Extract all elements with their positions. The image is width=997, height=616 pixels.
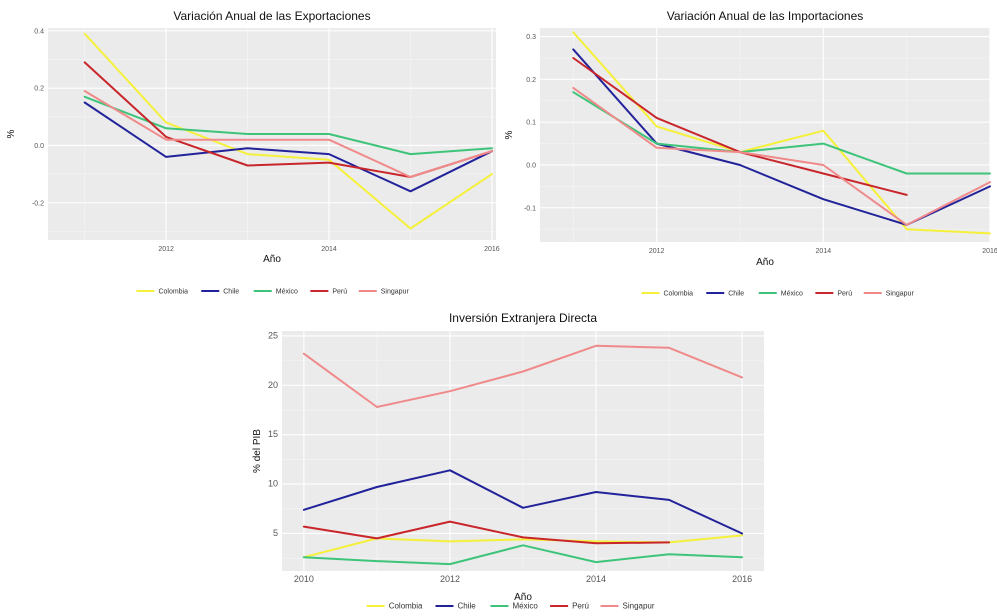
series-line-singapur xyxy=(572,86,991,226)
series-line-mxico xyxy=(83,95,493,156)
series-line-chile xyxy=(83,101,493,193)
chart-title: Variación Anual de las Exportaciones xyxy=(173,9,370,23)
x-tick-label: 2010 xyxy=(294,574,314,584)
legend-label: Singapur xyxy=(381,289,410,296)
minor-grid xyxy=(540,28,990,242)
major-grid xyxy=(282,331,764,571)
series-line-mxico xyxy=(572,91,991,175)
legend-item-per: Perú xyxy=(815,291,852,298)
legend-item-per: Perú xyxy=(550,602,589,611)
legend-item-singapur: Singapur xyxy=(863,291,915,298)
y-tick-label: 5 xyxy=(273,528,278,538)
y-axis-label: % xyxy=(6,129,17,138)
legend-label: México xyxy=(781,291,803,298)
legend-label: Chile xyxy=(458,602,477,611)
y-tick-label: 0.2 xyxy=(34,86,44,93)
x-tick-label: 2012 xyxy=(440,574,460,584)
legend-item-per: Perú xyxy=(310,289,347,296)
major-grid xyxy=(48,28,496,240)
y-axis-label: % xyxy=(504,130,515,139)
fdi-chart: 5 10 15 20 25 2010 2012 2014 2016 Inversión Extra… xyxy=(252,311,764,611)
y-axis-label: % del PIB xyxy=(252,429,263,473)
minor-grid xyxy=(48,28,496,240)
series-line-colombia xyxy=(572,31,991,235)
series-line-per xyxy=(302,520,671,545)
legend-label: Chile xyxy=(728,291,744,298)
legend-label: Perú xyxy=(332,289,347,296)
series-line-singapur xyxy=(83,90,493,178)
y-tick-label: 25 xyxy=(268,330,278,340)
x-tick-label: 2014 xyxy=(586,574,606,584)
y-tick-label: 0.0 xyxy=(34,143,44,150)
legend-item-chile: Chile xyxy=(201,289,239,296)
legend-item-chile: Chile xyxy=(706,291,744,298)
series-line-mxico xyxy=(302,544,744,566)
x-tick-label: 2014 xyxy=(321,246,337,253)
plot-panel xyxy=(540,28,990,242)
y-tick-label: 0.0 xyxy=(526,162,536,169)
legend: Colombia Chile México Perú Singapur xyxy=(641,291,914,298)
x-tick-label: 2012 xyxy=(649,248,665,255)
y-tick-label: 20 xyxy=(268,380,278,390)
major-grid xyxy=(540,28,991,242)
y-tick-label: 10 xyxy=(268,479,278,489)
exports-chart: -0.2 0.0 0.2 0.4 2012 2014 2016 Variación Anual… xyxy=(6,9,500,296)
legend: Colombia Chile México Perú Singapur xyxy=(136,289,409,296)
y-tick-label: -0.1 xyxy=(524,205,536,212)
series-lines xyxy=(572,31,991,235)
series-line-chile xyxy=(302,469,744,535)
legend-item-colombia: Colombia xyxy=(136,289,188,296)
imports-chart: -0.1 0.0 0.1 0.2 0.3 2012 2014 2016 Variación An… xyxy=(504,9,997,298)
y-tick-label: 0.3 xyxy=(526,34,536,41)
x-axis-label: Año xyxy=(514,592,532,603)
y-tick-label: 0.4 xyxy=(34,28,44,35)
legend-label: Perú xyxy=(837,291,852,298)
series-lines xyxy=(302,344,744,566)
legend-item-singapur: Singapur xyxy=(600,602,655,611)
y-tick-label: 15 xyxy=(268,429,278,439)
legend-label: Colombia xyxy=(389,602,423,611)
chart-title: Inversión Extranjera Directa xyxy=(449,311,597,325)
series-line-colombia xyxy=(83,32,493,230)
legend-item-mxico: México xyxy=(253,289,298,296)
x-tick-label: 2012 xyxy=(158,246,174,253)
x-tick-label: 2014 xyxy=(816,248,832,255)
x-tick-label: 2016 xyxy=(732,574,752,584)
x-tick-label: 2016 xyxy=(484,246,500,253)
x-axis-label: Año xyxy=(756,257,774,268)
x-tick-label: 2016 xyxy=(982,248,997,255)
chart-title: Variación Anual de las Importaciones xyxy=(667,9,864,23)
legend-label: Singapur xyxy=(623,602,655,611)
legend-label: Chile xyxy=(223,289,239,296)
series-line-singapur xyxy=(302,344,744,408)
x-axis-label: Año xyxy=(263,254,281,265)
legend-label: México xyxy=(513,602,539,611)
legend-item-singapur: Singapur xyxy=(358,289,410,296)
legend: Colombia Chile México Perú Singapur xyxy=(366,602,655,611)
legend-label: México xyxy=(276,289,298,296)
legend-item-colombia: Colombia xyxy=(641,291,693,298)
legend-label: Perú xyxy=(572,602,589,611)
legend-item-colombia: Colombia xyxy=(366,602,423,611)
legend-item-mxico: México xyxy=(758,291,803,298)
legend-label: Singapur xyxy=(886,291,915,298)
y-tick-label: -0.2 xyxy=(32,200,44,207)
legend-label: Colombia xyxy=(663,291,693,298)
legend-item-mxico: México xyxy=(490,602,539,611)
y-tick-label: 0.1 xyxy=(526,120,536,127)
y-tick-label: 0.2 xyxy=(526,77,536,84)
series-lines xyxy=(83,32,493,230)
legend-item-chile: Chile xyxy=(435,602,477,611)
legend-label: Colombia xyxy=(158,289,188,296)
